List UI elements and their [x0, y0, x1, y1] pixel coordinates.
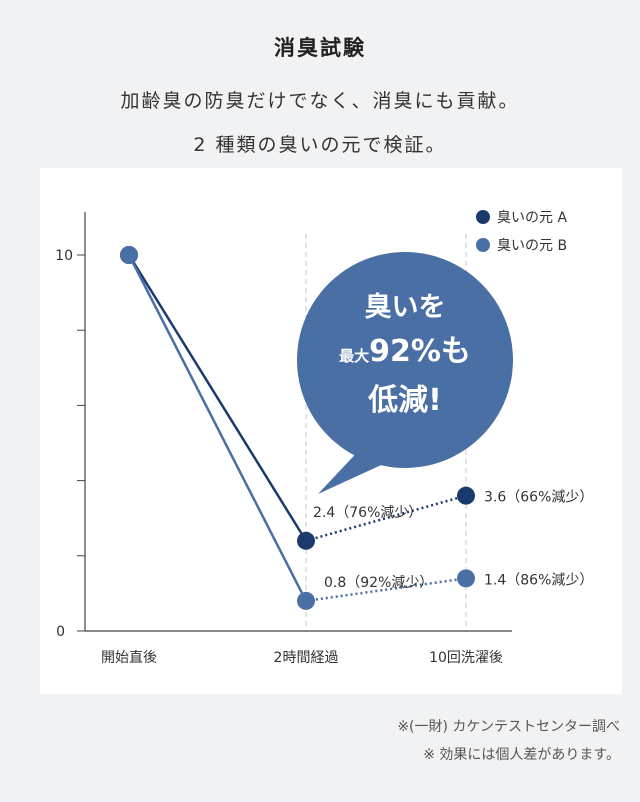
data-point-2 — [120, 246, 138, 264]
legend-label-2: 臭いの元 B — [497, 238, 567, 254]
data-point-1 — [457, 486, 475, 505]
x-tick-label: 10回洗濯後 — [429, 650, 503, 666]
page-title: 消臭試験 — [274, 36, 366, 60]
x-tick-label: 2時間経過 — [274, 650, 339, 666]
chart-panel: 0 10 開始直後 2時間経過 10回洗濯後 臭いを 最大92%も 低減! 2.4（76… — [40, 168, 622, 694]
subtitle-line-1: 加齢臭の防臭だけでなく、消臭にも貢献。 — [120, 90, 520, 112]
data-point-2 — [457, 569, 475, 588]
data-label-2: 1.4（86%減少） — [484, 571, 593, 588]
series-dotted-line-2 — [305, 577, 467, 603]
callout-bubble: 臭いを 最大92%も 低減! — [297, 252, 513, 494]
footnote-disclaimer: ※ 効果には個人差があります。 — [423, 747, 620, 763]
subtitle-line-2: 2 種類の臭いの元で検証。 — [193, 134, 447, 156]
y-tick-label: 10 — [55, 248, 73, 264]
data-point-2 — [297, 591, 315, 610]
callout-bubble-shape — [297, 252, 513, 494]
legend-marker-1 — [476, 210, 490, 224]
data-label-1: 3.6（66%減少） — [484, 489, 593, 506]
bubble-line-2: 最大92%も — [339, 334, 471, 369]
data-point-1 — [297, 531, 315, 550]
legend-marker-2 — [476, 238, 490, 252]
series-line-2 — [127, 254, 308, 602]
footnote-source: ※(一財) カケンテストセンター調べ — [397, 719, 620, 735]
bubble-line-1: 臭いを — [365, 292, 446, 323]
data-label-1: 2.4（76%減少） — [313, 504, 422, 521]
bubble-line-3: 低減! — [367, 383, 442, 418]
bubble-line-2-small: 最大 — [339, 347, 369, 365]
x-tick-label: 開始直後 — [101, 649, 157, 666]
legend-label-1: 臭いの元 A — [497, 210, 567, 226]
y-tick-label: 0 — [56, 624, 65, 640]
series-line-1 — [127, 254, 308, 542]
data-label-2: 0.8（92%減少） — [324, 574, 433, 591]
bubble-line-2-big: 92%も — [369, 334, 471, 369]
chart-svg: 0 10 開始直後 2時間経過 10回洗濯後 臭いを 最大92%も 低減! 2.4（76… — [55, 210, 593, 666]
